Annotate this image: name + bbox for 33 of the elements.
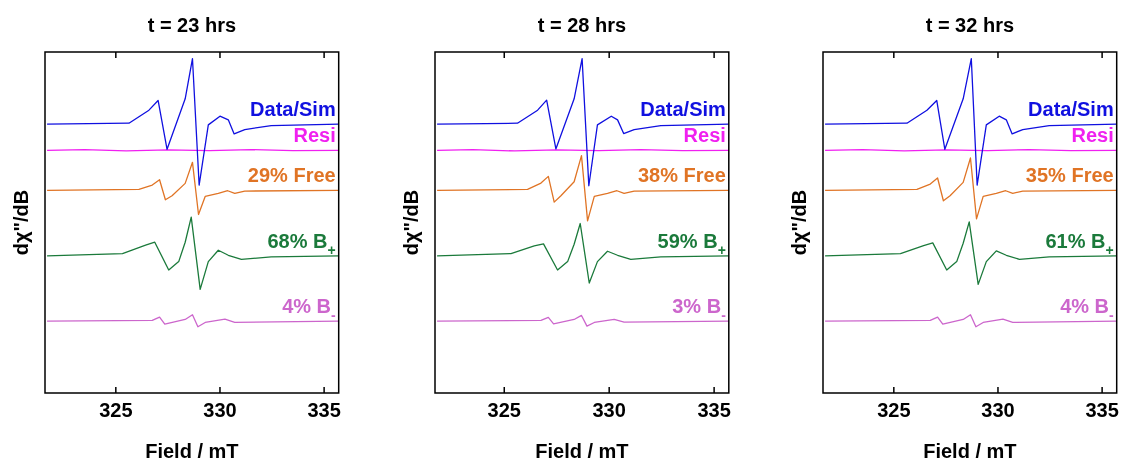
series-label: Data/Sim xyxy=(250,98,336,121)
series-label: 68% B+ xyxy=(267,229,336,258)
x-tick-label: 335 xyxy=(1085,398,1119,421)
series-label: Data/Sim xyxy=(1028,98,1114,121)
x-tick-label: 335 xyxy=(697,398,731,421)
series-label: Data/Sim xyxy=(640,98,726,121)
series-label: Resi xyxy=(293,124,336,147)
series-label: 61% B+ xyxy=(1045,229,1114,258)
y-axis-title: dχ"/dB xyxy=(9,189,32,256)
series-label: 59% B+ xyxy=(657,229,726,258)
series-label: Resi xyxy=(683,124,726,147)
x-axis-title: Field / mT xyxy=(145,439,239,462)
x-tick-label: 335 xyxy=(307,398,341,421)
x-axis-title: Field / mT xyxy=(923,439,1017,462)
x-tick-label: 330 xyxy=(203,398,237,421)
chart-title: t = 23 hrs xyxy=(147,13,237,36)
series-label: 4% B- xyxy=(1060,295,1115,324)
y-axis-title: dχ"/dB xyxy=(787,189,810,256)
x-axis-title: Field / mT xyxy=(535,439,629,462)
y-axis-title: dχ"/dB xyxy=(399,189,422,256)
x-tick-label: 330 xyxy=(592,398,626,421)
x-tick-label: 325 xyxy=(877,398,911,421)
series-label: 4% B- xyxy=(282,295,337,324)
series-label: 29% Free xyxy=(247,164,336,187)
x-tick-label: 325 xyxy=(487,398,521,421)
x-tick-label: 325 xyxy=(99,398,133,421)
series-label: 35% Free xyxy=(1025,164,1114,187)
chart-title: t = 28 hrs xyxy=(537,13,627,36)
series-label: 38% Free xyxy=(637,164,726,187)
series-label: 3% B- xyxy=(672,295,727,324)
series-label: Resi xyxy=(1071,124,1114,147)
x-tick-label: 330 xyxy=(981,398,1015,421)
chart-title: t = 32 hrs xyxy=(925,13,1015,36)
